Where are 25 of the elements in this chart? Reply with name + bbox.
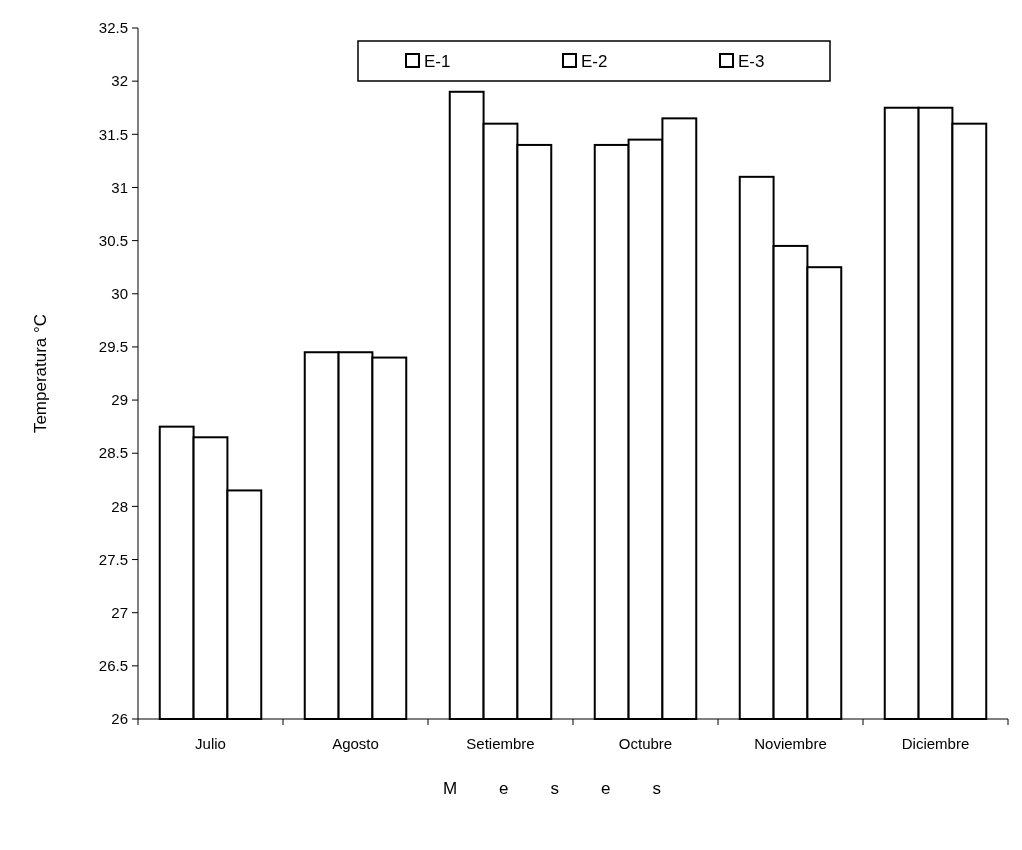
y-tick-label: 32.5 [98, 19, 128, 37]
y-tick-label: 27 [111, 603, 128, 621]
y-tick-label: 31.5 [98, 125, 128, 143]
y-tick-label: 29 [111, 391, 128, 409]
legend-label: E-3 [738, 51, 765, 71]
y-tick-label: 32 [111, 72, 128, 90]
x-tick-label: Agosto [332, 735, 379, 752]
x-tick-label: Julio [195, 735, 226, 752]
y-tick-label: 27.5 [98, 550, 128, 568]
legend-label: E-2 [581, 51, 608, 71]
x-tick-label: Noviembre [754, 735, 827, 752]
x-axis-title: Meses [442, 779, 704, 798]
y-tick-label: 28.5 [98, 444, 128, 462]
y-tick-label: 26.5 [98, 657, 128, 675]
y-tick-label: 30.5 [98, 231, 128, 249]
y-tick-label: 26 [111, 710, 128, 728]
legend-label: E-1 [424, 51, 451, 71]
x-tick-label: Setiembre [466, 735, 535, 752]
y-tick-label: 29.5 [98, 338, 128, 356]
x-tick-label: Octubre [618, 735, 673, 752]
x-tick-label: Diciembre [901, 735, 970, 752]
y-tick-label: 30 [111, 285, 128, 303]
y-tick-label: 28 [111, 497, 128, 515]
y-tick-label: 31 [111, 178, 128, 196]
y-axis-title: Temperatura °C [31, 313, 50, 434]
